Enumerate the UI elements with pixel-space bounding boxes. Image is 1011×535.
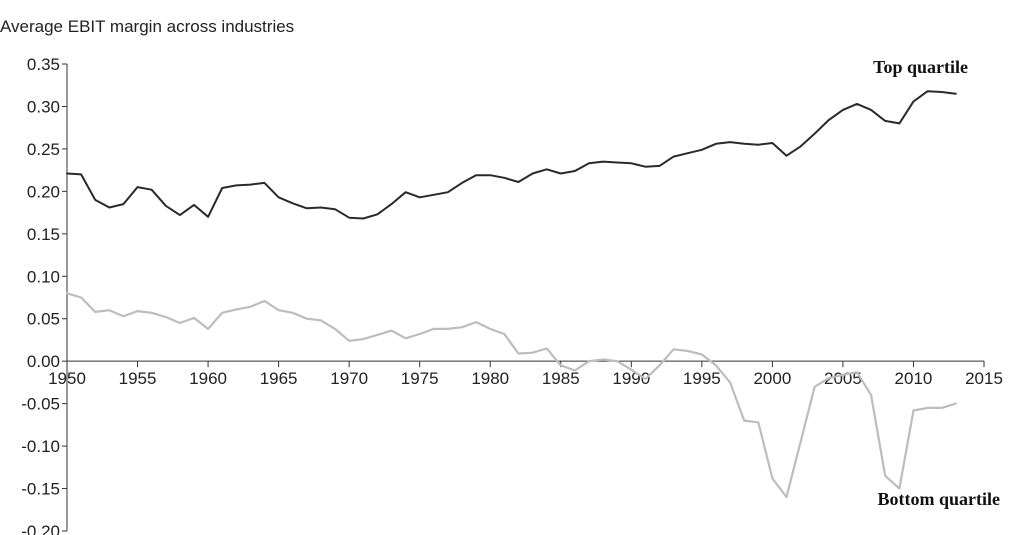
x-tick-label: 1970 bbox=[330, 369, 368, 388]
x-tick-label: 1965 bbox=[260, 369, 298, 388]
y-tick-label: 0.20 bbox=[27, 182, 60, 201]
x-tick-label: 1990 bbox=[612, 369, 650, 388]
x-tick-label: 1960 bbox=[189, 369, 227, 388]
y-tick-label: 0.00 bbox=[27, 352, 60, 371]
x-tick-label: 1955 bbox=[119, 369, 157, 388]
x-tick-label: 1975 bbox=[401, 369, 439, 388]
chart-title: Average EBIT margin across industries bbox=[0, 17, 294, 36]
series-line-top-quartile bbox=[66, 90, 957, 220]
y-tick-label: -0.05 bbox=[21, 395, 60, 414]
series-layer bbox=[65, 90, 957, 499]
y-tick-label: -0.15 bbox=[21, 480, 60, 499]
y-tick-label: 0.05 bbox=[27, 310, 60, 329]
x-tick-label: 1980 bbox=[471, 369, 509, 388]
x-tick-label: 2010 bbox=[895, 369, 933, 388]
y-tick-label: 0.10 bbox=[27, 267, 60, 286]
x-tick-label: 2015 bbox=[965, 369, 1003, 388]
y-tick-label: -0.10 bbox=[21, 437, 60, 456]
series-label-top-quartile: Top quartile bbox=[873, 57, 968, 77]
y-tick-label: 0.35 bbox=[27, 55, 60, 74]
y-tick-label: 0.25 bbox=[27, 140, 60, 159]
x-tick-label: 1985 bbox=[542, 369, 580, 388]
y-tick-label: -0.20 bbox=[21, 522, 60, 535]
y-axis: 0.35 0.30 0.25 0.20 0.15 0.10 0.05 0.00 -0.05 -0.… bbox=[21, 55, 68, 535]
x-tick-label: 2000 bbox=[753, 369, 791, 388]
series-label-bottom-quartile: Bottom quartile bbox=[878, 489, 1000, 509]
series-line-bottom-quartile bbox=[65, 292, 957, 499]
y-tick-label: 0.15 bbox=[27, 225, 60, 244]
y-tick-label: 0.30 bbox=[27, 97, 60, 116]
x-tick-label: 1950 bbox=[48, 369, 86, 388]
x-tick-label: 1995 bbox=[683, 369, 721, 388]
